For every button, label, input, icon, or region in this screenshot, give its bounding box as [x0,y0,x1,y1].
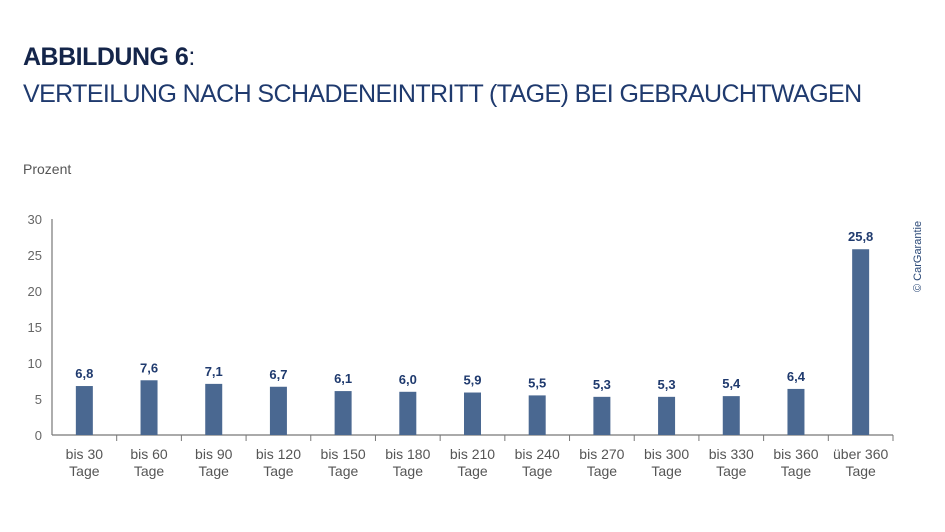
chart-title: ABBILDUNG 6: [23,43,195,72]
data-label: 5,4 [722,376,741,391]
data-label: 5,5 [528,375,546,390]
data-label: 6,1 [334,371,352,386]
bar [852,249,870,435]
x-category-label: bis 300 [644,446,689,462]
x-category-label-unit: Tage [716,463,747,479]
data-label: 7,1 [205,364,223,379]
data-label: 6,7 [269,367,287,382]
x-category-label-unit: Tage [199,463,230,479]
x-category-label-unit: Tage [587,463,618,479]
x-category-label-unit: Tage [457,463,488,479]
y-tick-label: 15 [28,320,42,335]
y-axis-label: Prozent [23,161,72,177]
x-category-label: bis 120 [256,446,301,462]
bar [528,395,546,435]
x-category-label: bis 30 [66,446,104,462]
y-tick-label: 10 [28,356,42,371]
x-category-label: bis 150 [321,446,366,462]
x-category-label: bis 90 [195,446,233,462]
data-label: 6,8 [75,366,93,381]
chart-subtitle: VERTEILUNG NACH SCHADENEINTRITT (TAGE) B… [23,80,862,108]
x-category-label: bis 210 [450,446,495,462]
x-category-label: bis 240 [515,446,560,462]
bar [75,386,93,435]
data-label: 6,0 [399,372,417,387]
x-category-label: bis 180 [385,446,430,462]
title-bold: ABBILDUNG 6 [23,43,189,71]
data-label: 6,4 [787,369,806,384]
x-category-label: bis 270 [579,446,624,462]
bar [464,392,481,435]
bar [269,386,287,435]
data-label: 7,6 [140,360,158,375]
y-tick-label: 30 [28,212,42,227]
y-tick-label: 5 [35,392,42,407]
bar [140,380,158,435]
x-category-label-unit: Tage [134,463,165,479]
x-category-label: über 360 [833,446,888,462]
data-label: 5,3 [593,377,611,392]
bar [334,391,352,435]
x-category-label-unit: Tage [781,463,812,479]
x-category-label: bis 330 [709,446,754,462]
bar [593,396,611,435]
y-tick-label: 0 [35,428,42,443]
x-category-label: bis 360 [773,446,818,462]
data-label: 5,9 [463,373,481,388]
x-category-label-unit: Tage [522,463,553,479]
y-tick-label: 25 [28,248,42,263]
x-category-label: bis 60 [130,446,168,462]
bar [787,388,805,435]
y-tick-label: 20 [28,284,42,299]
data-label: 25,8 [848,229,873,244]
bar [399,391,417,435]
x-category-label-unit: Tage [263,463,294,479]
x-category-label-unit: Tage [69,463,100,479]
bar [205,383,223,435]
bar [722,396,740,435]
x-category-label-unit: Tage [845,463,876,479]
data-label: 5,3 [658,377,676,392]
x-category-label-unit: Tage [393,463,424,479]
x-category-label-unit: Tage [328,463,359,479]
bar [658,396,676,435]
x-category-label-unit: Tage [651,463,682,479]
title-colon: : [188,43,195,71]
